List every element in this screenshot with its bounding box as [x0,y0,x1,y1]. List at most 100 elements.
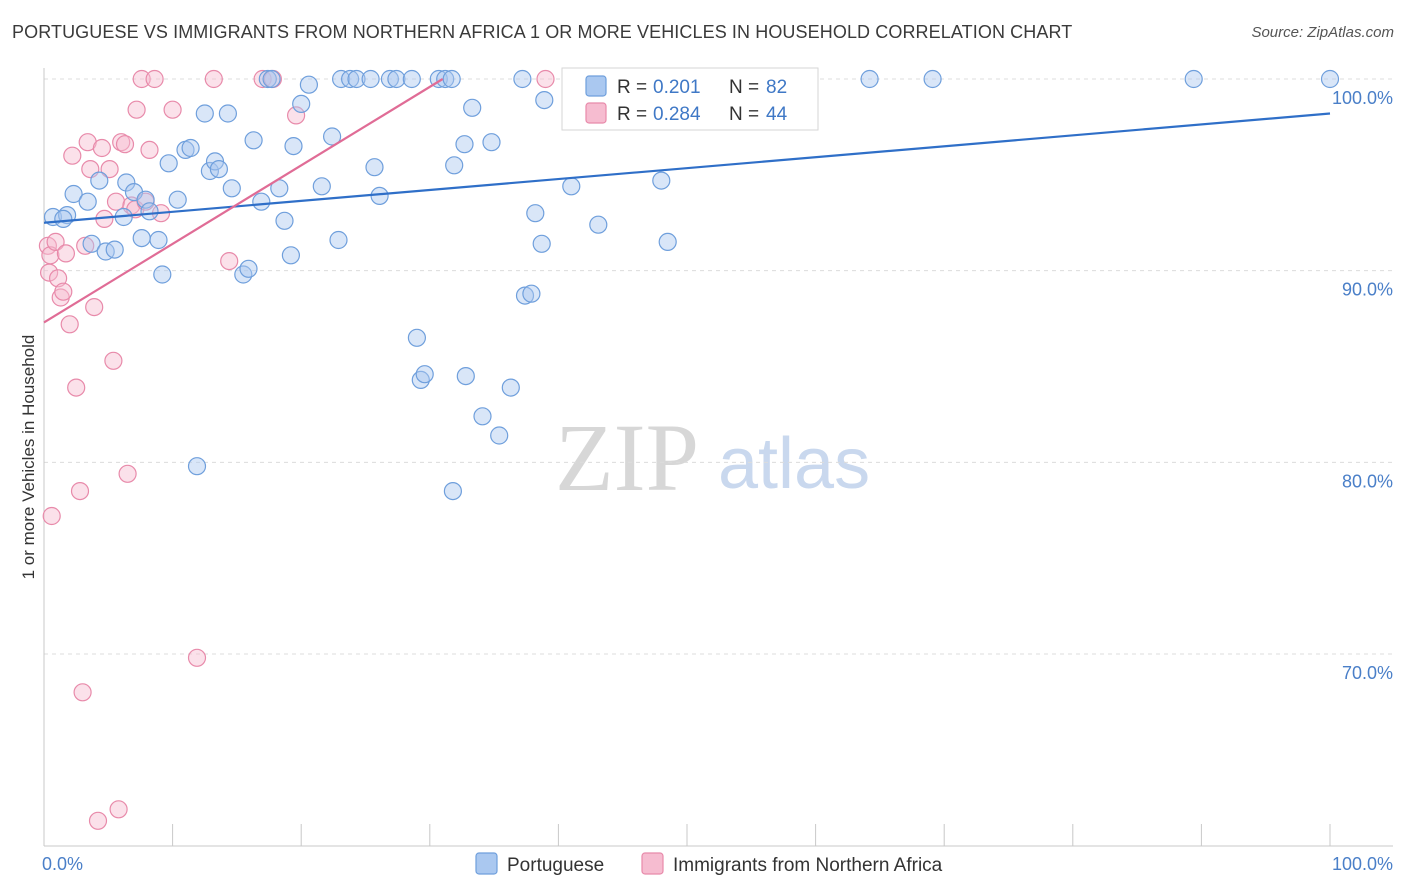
chart-title: PORTUGUESE VS IMMIGRANTS FROM NORTHERN A… [12,22,1073,42]
portuguese-point-20 [181,138,200,158]
portuguese-point-61 [456,367,475,386]
portuguese-point-18 [168,190,187,209]
portuguese-point-28 [234,265,253,284]
portuguese-point-51 [402,69,421,89]
portuguese-point-49 [380,69,399,89]
portuguese-point-66 [501,378,520,397]
immigrants-point-22 [104,351,123,370]
portuguese-point-68 [515,286,535,305]
portuguese-point-7 [96,242,115,261]
immigrants-point-9 [60,315,79,334]
y-tick-label-3: 70.0% [1342,663,1393,683]
x-axis-ticks [43,824,1331,846]
y-tick-labels: 100.0% 90.0% 80.0% 70.0% [1332,88,1393,683]
portuguese-point-57 [442,69,461,89]
immigrants-point-12 [70,482,90,501]
portuguese-point-3 [64,184,83,204]
portuguese-point-75 [589,215,608,234]
immigrants-point-7 [54,282,73,301]
portuguese-point-47 [365,158,384,177]
portuguese-point-12 [132,229,151,248]
portuguese-point-64 [482,133,501,152]
immigrants-point-42 [287,106,306,125]
bottom-legend-swatch-portuguese [475,852,498,875]
source-credit: Source: ZipAtlas.com [1251,24,1394,41]
portuguese-point-46 [361,69,380,89]
legend-r-label-1: R = [617,77,647,98]
portuguese-point-80 [923,69,942,89]
portuguese-point-78 [658,232,677,251]
immigrants-point-5 [48,269,68,288]
immigrants-point-13 [73,683,92,702]
portuguese-point-26 [218,104,237,123]
portuguese-point-60 [455,135,474,154]
portuguese-point-39 [299,75,318,94]
immigrants-point-27 [118,464,137,483]
immigrants-point-26 [115,135,135,154]
portuguese-point-23 [200,161,219,181]
immigrants-point-36 [163,100,182,119]
portuguese-point-82 [1320,69,1340,89]
portuguese-point-31 [252,192,271,211]
portuguese-trend-line [43,112,1331,224]
portuguese-point-22 [195,104,214,123]
legend-r-label-2: R = [617,104,647,125]
portuguese-point-70 [526,204,545,223]
legend-swatch-portuguese [585,75,607,97]
portuguese-point-63 [473,407,492,426]
portuguese-point-33 [262,69,281,89]
immigrants-point-18 [88,811,108,830]
legend-n-value-immigrants: 44 [766,104,788,125]
immigrants-point-10 [63,146,82,165]
portuguese-point-79 [860,69,879,89]
immigrants-point-19 [92,138,112,158]
portuguese-point-15 [149,230,168,250]
portuguese-point-8 [105,240,124,259]
immigrants-point-21 [100,160,119,179]
portuguese-point-77 [652,171,671,190]
y-tick-label-1: 90.0% [1342,280,1393,300]
bottom-legend-swatch-immigrants [641,852,664,875]
legend-r-value-immigrants: 0.284 [653,104,701,125]
portuguese-point-69 [522,284,541,303]
portuguese-point-32 [258,69,277,89]
portuguese-point-30 [244,131,263,150]
portuguese-point-6 [90,171,109,190]
portuguese-point-48 [370,186,389,205]
y-axis-label: 1 or more Vehicles in Household [19,335,38,580]
watermark-zip: ZIP [555,404,699,511]
legend-r-value-portuguese: 0.201 [653,77,701,98]
immigrants-point-33 [140,140,159,159]
immigrants-point-43 [536,69,555,89]
portuguese-points [43,69,1340,501]
immigrants-point-2 [41,246,60,265]
series-legend: Portuguese Immigrants from Northern Afri… [475,852,943,876]
portuguese-point-21 [187,457,207,476]
legend-swatch-immigrants [585,102,607,124]
immigrants-point-31 [132,69,151,89]
portuguese-point-58 [445,156,464,175]
portuguese-point-59 [443,482,462,501]
x-tick-label-max: 100.0% [1332,854,1393,874]
portuguese-point-62 [463,98,482,117]
portuguese-point-17 [159,154,178,173]
portuguese-point-4 [78,192,97,211]
immigrants-point-4 [46,232,65,251]
portuguese-point-10 [117,173,136,192]
immigrants-trend-line [43,78,444,324]
portuguese-point-50 [387,69,406,89]
portuguese-point-56 [436,69,455,89]
immigrants-point-37 [187,648,207,667]
portuguese-point-37 [284,137,303,156]
watermark-atlas: atlas [718,424,870,504]
immigrants-point-38 [204,69,223,89]
immigrants-point-17 [85,298,104,317]
immigrants-point-8 [56,244,76,263]
portuguese-point-65 [490,426,509,445]
portuguese-point-25 [209,160,228,179]
immigrants-point-34 [145,69,164,89]
legend-n-value-portuguese: 82 [766,77,787,98]
bottom-legend-label-portuguese: Portuguese [507,855,604,876]
portuguese-point-38 [292,94,311,114]
